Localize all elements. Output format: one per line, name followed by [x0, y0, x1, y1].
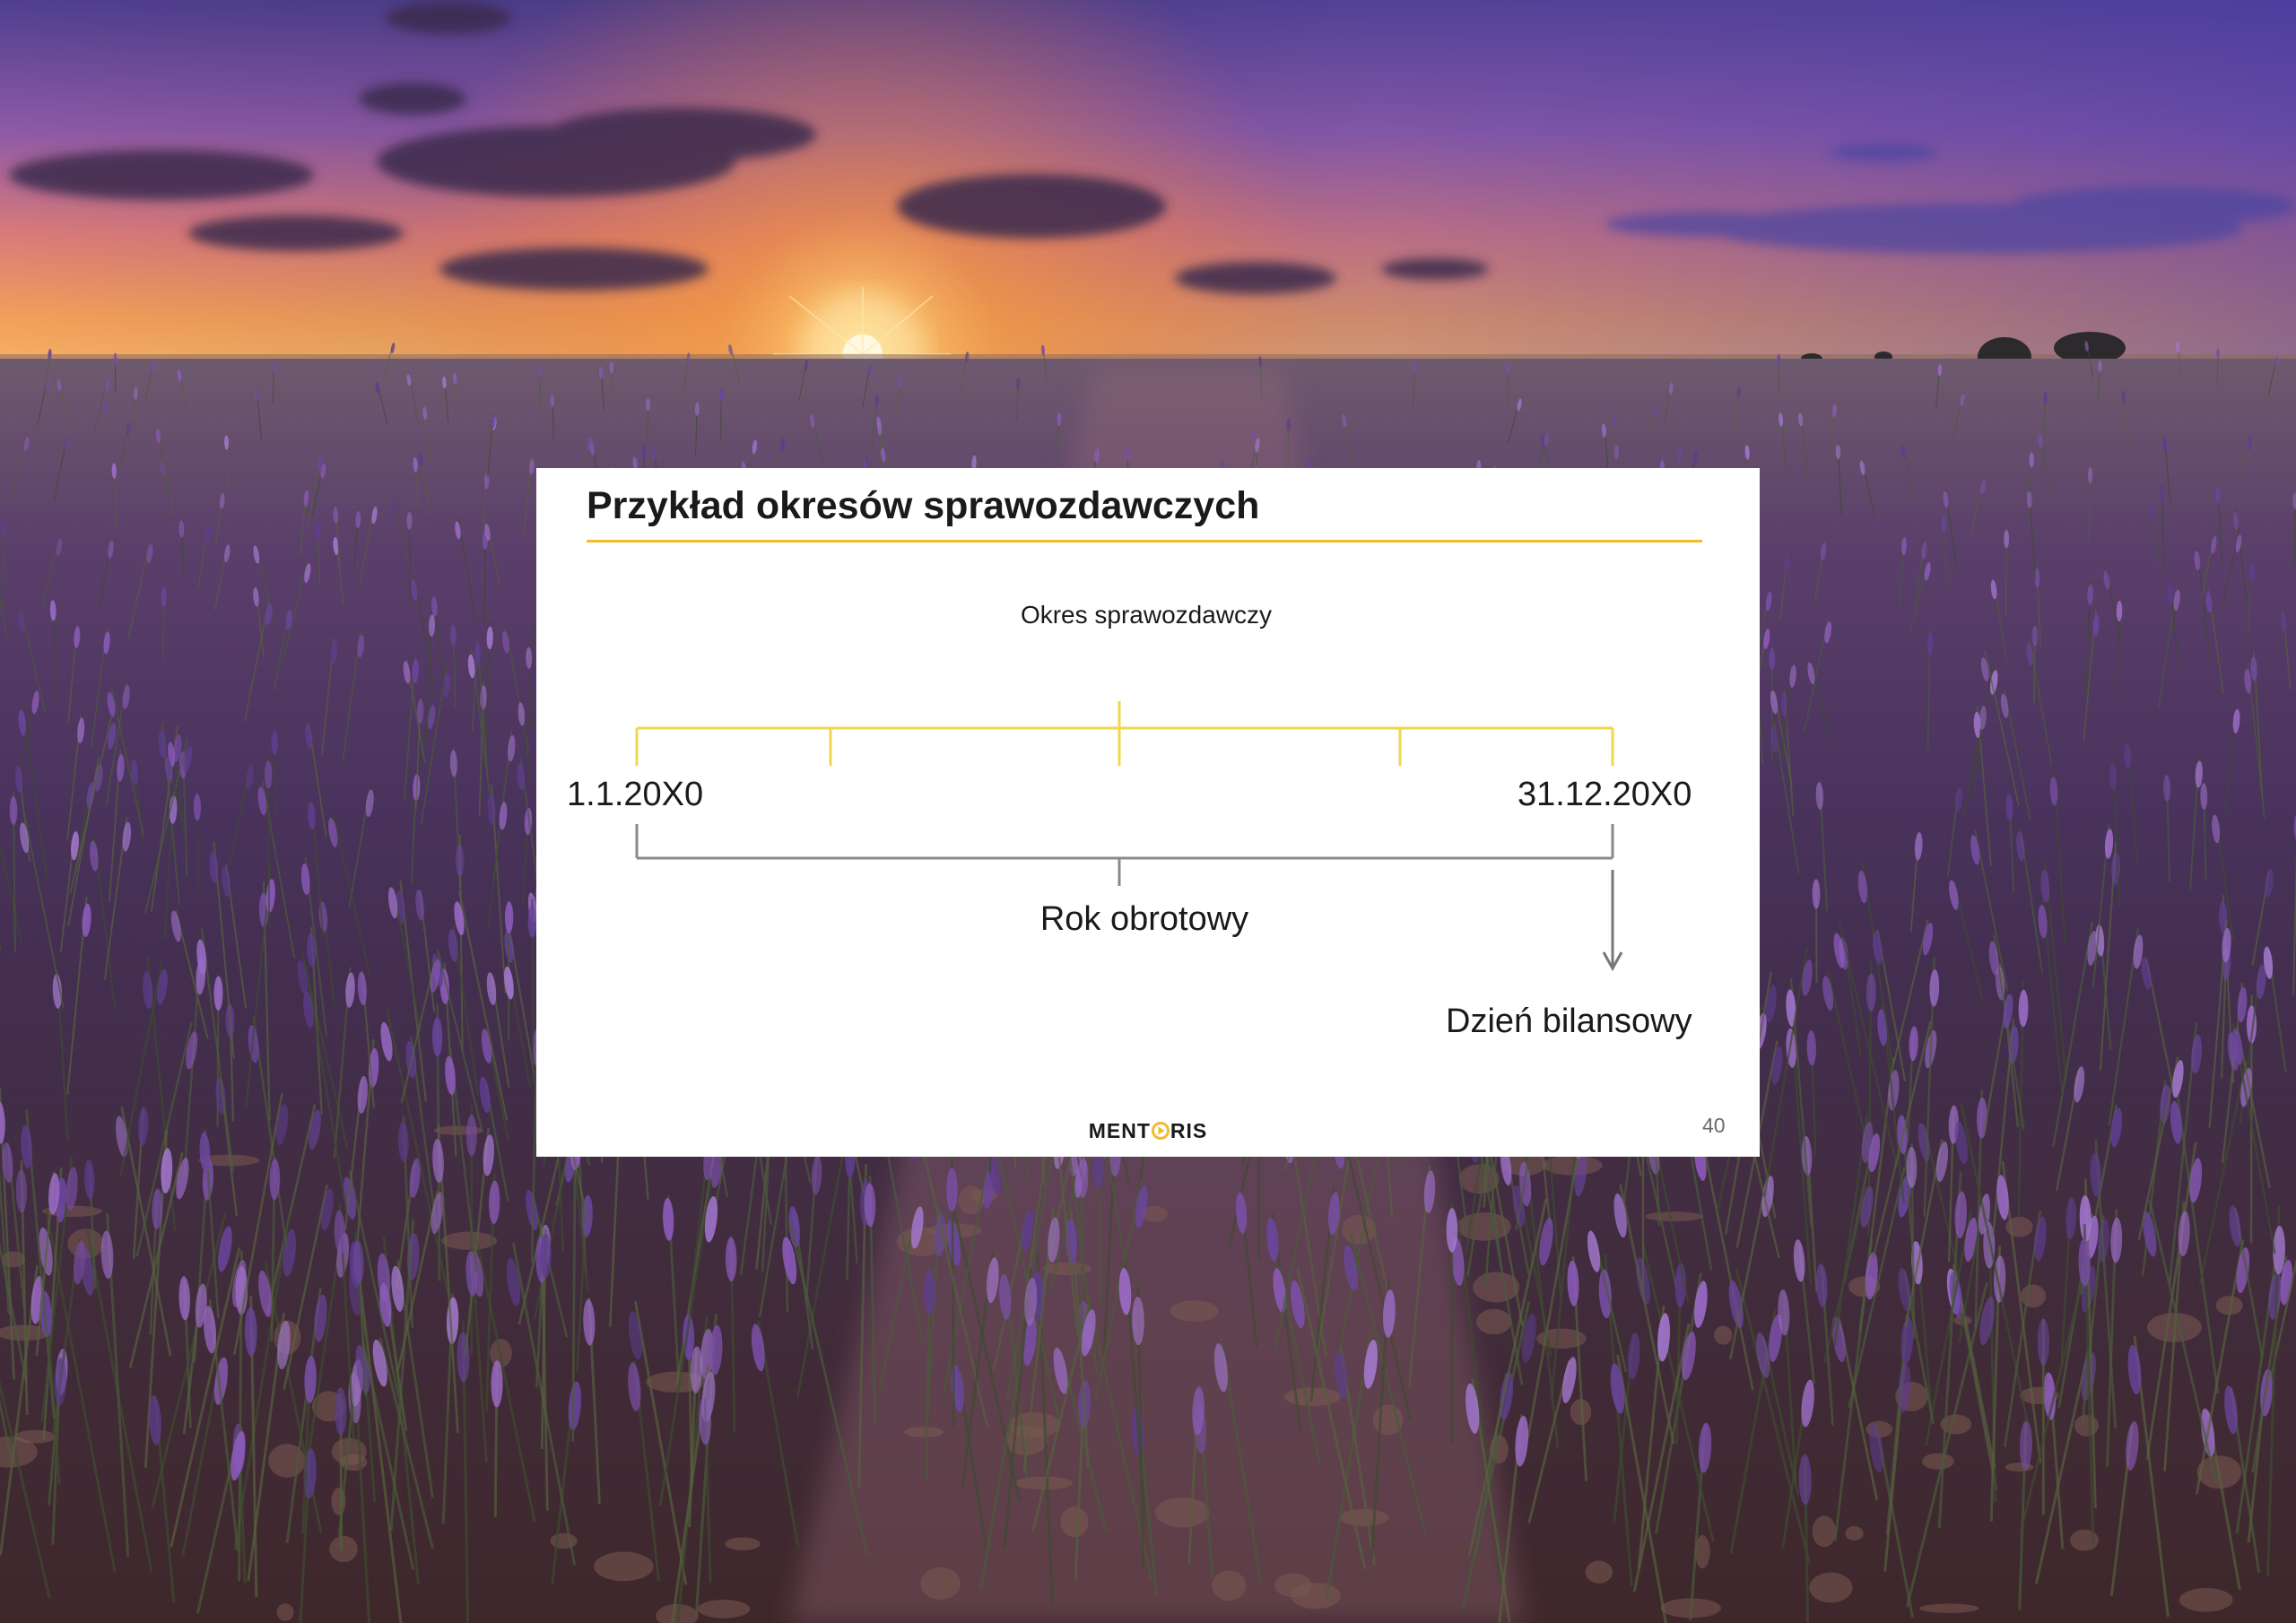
balance-sheet-day-label: Dzień bilansowy [1446, 1002, 1692, 1040]
play-triangle-icon [1151, 1122, 1170, 1140]
balance-day-arrow [1602, 870, 1623, 972]
financial-year-label: Rok obrotowy [1039, 900, 1249, 938]
slide-title: Przykład okresów sprawozdawczych [587, 484, 1260, 527]
end-date: 31.12.20X0 [1518, 776, 1692, 813]
reporting-period-label: Okres sprawozdawczy [1020, 601, 1273, 629]
start-date: 1.1.20X0 [567, 776, 704, 813]
page-number: 40 [1702, 1114, 1726, 1137]
lower-bracket [635, 824, 1614, 886]
logo-text-end: RIS [1170, 1119, 1208, 1142]
mentoris-logo: MENT RIS [536, 1119, 1760, 1143]
upper-bracket [635, 701, 1614, 766]
slide: Przykład okresów sprawozdawczych Okres s… [536, 468, 1760, 1157]
timeline-diagram [635, 701, 1623, 972]
title-underline [587, 540, 1702, 542]
logo-text-start: MENT [1088, 1119, 1151, 1142]
